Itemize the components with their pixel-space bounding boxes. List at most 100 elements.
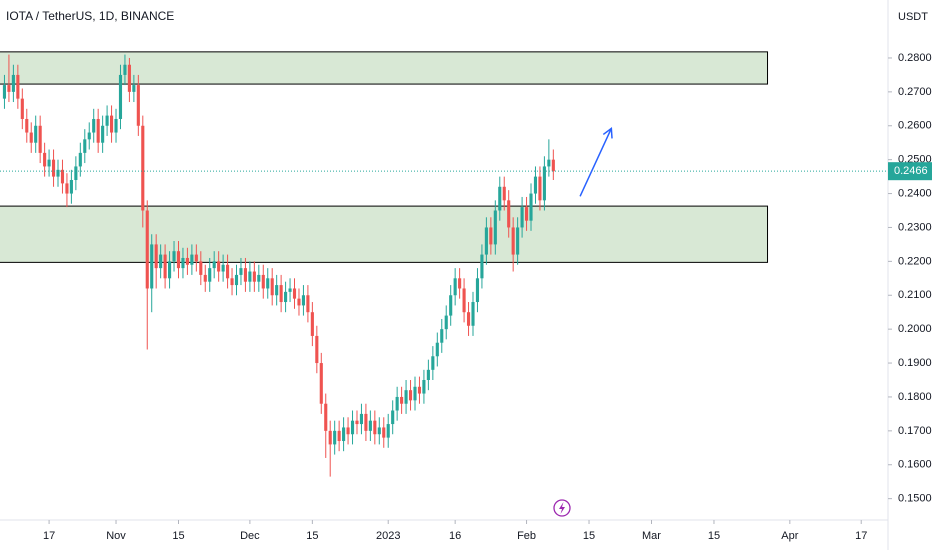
candle-body (217, 261, 221, 272)
candle-body (395, 396, 399, 411)
candle-body (315, 335, 319, 364)
candle-body (542, 166, 546, 201)
candle-body (484, 227, 488, 255)
candle-body (145, 210, 149, 289)
x-tick-label: 2023 (376, 530, 400, 542)
y-tick-label: 0.1700 (898, 425, 932, 437)
y-tick-label: 0.2300 (898, 221, 932, 233)
candle-body (310, 312, 314, 336)
candle-body (221, 264, 225, 272)
candle-body (199, 261, 203, 275)
candle-body (194, 254, 198, 262)
candle-body (337, 430, 341, 442)
y-tick-label: 0.2800 (898, 52, 932, 64)
candle-body (109, 115, 114, 133)
candle-body (444, 315, 448, 330)
lightning (559, 502, 565, 514)
candle-body (208, 268, 212, 282)
candle-body (20, 98, 24, 119)
candle-body (150, 244, 154, 289)
candle-body (480, 254, 484, 279)
candle-body (533, 176, 538, 194)
candle-body (78, 152, 82, 167)
candle-body (252, 271, 256, 282)
x-tick-label: 15 (708, 530, 720, 542)
candle-body (507, 200, 511, 228)
x-tick-label: 15 (172, 530, 184, 542)
candle-body (96, 118, 100, 143)
candle-body (56, 169, 60, 177)
x-tick-label: 15 (306, 530, 318, 542)
candle-body (266, 278, 270, 289)
candle-body (328, 430, 332, 445)
candle-body (475, 278, 480, 303)
candle-body (65, 183, 69, 194)
y-tick-label: 0.1900 (898, 357, 932, 369)
candle-body (547, 159, 551, 167)
y-tick-label: 0.2700 (898, 86, 932, 98)
candle-body (426, 369, 430, 380)
y-axis-label: USDT (898, 11, 928, 23)
candle-body (38, 125, 42, 153)
candle-body (524, 207, 529, 221)
zone (0, 51, 769, 85)
x-tick-label: Apr (781, 530, 798, 542)
candle-body (127, 64, 131, 92)
candle-body (11, 74, 15, 92)
candle-body (413, 386, 417, 401)
candle-body (382, 427, 386, 438)
candle-body (529, 193, 533, 221)
candle-body (342, 427, 346, 442)
candle-body (458, 278, 462, 289)
candle-body (136, 85, 140, 126)
candle-body (377, 427, 381, 435)
x-tick-label: Nov (106, 530, 126, 542)
candle-body (87, 132, 91, 140)
candle-body (60, 169, 65, 184)
candle-body (132, 85, 136, 92)
candle-body (261, 274, 265, 289)
candle-body (404, 390, 408, 404)
event-icon[interactable] (553, 499, 571, 517)
candle-body (502, 186, 506, 201)
candle-body (83, 139, 87, 153)
candle-body (324, 403, 328, 431)
candle-body (47, 159, 51, 167)
candle-body (163, 254, 167, 279)
y-tick-label: 0.2200 (898, 255, 932, 267)
candle-body (69, 180, 73, 194)
candle-body (176, 251, 181, 269)
candle-body (34, 125, 38, 143)
plot-area (0, 51, 888, 477)
candle-body (101, 125, 105, 143)
candle-body (373, 420, 377, 435)
y-tick-label: 0.2100 (898, 289, 932, 301)
candle-body (333, 430, 337, 445)
candle-body (391, 410, 395, 425)
candle-body (297, 298, 301, 306)
candle-body (168, 261, 172, 279)
x-tick-label: 16 (449, 530, 461, 542)
candle-body (417, 386, 422, 394)
candle-body (422, 380, 426, 394)
candle-body (440, 329, 444, 343)
candle-body (462, 288, 466, 313)
y-tick-label: 0.1800 (898, 391, 932, 403)
last-price-box (888, 162, 932, 181)
candle-body (319, 363, 323, 404)
last-price-label: 0.2466 (894, 165, 928, 177)
candle-body (435, 342, 439, 357)
candle-body (498, 186, 502, 211)
candle-body (118, 74, 123, 119)
candle-body (2, 85, 7, 99)
candle-body (181, 257, 185, 269)
candle-body (279, 285, 283, 303)
candle-body (123, 64, 127, 75)
candle-body (114, 118, 118, 133)
candle-body (520, 207, 524, 228)
candle-body (275, 285, 279, 296)
candle-body (301, 295, 305, 306)
candle-body (190, 254, 194, 265)
candle-body (16, 74, 20, 99)
